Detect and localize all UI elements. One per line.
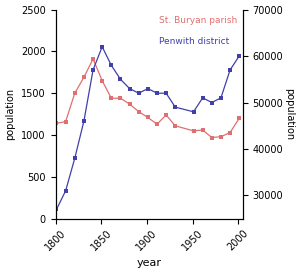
Y-axis label: population: population: [284, 88, 294, 140]
Text: St. Buryan parish: St. Buryan parish: [159, 16, 237, 25]
Y-axis label: population: population: [6, 88, 16, 140]
X-axis label: year: year: [137, 258, 162, 269]
Text: Penwith district: Penwith district: [159, 37, 229, 46]
